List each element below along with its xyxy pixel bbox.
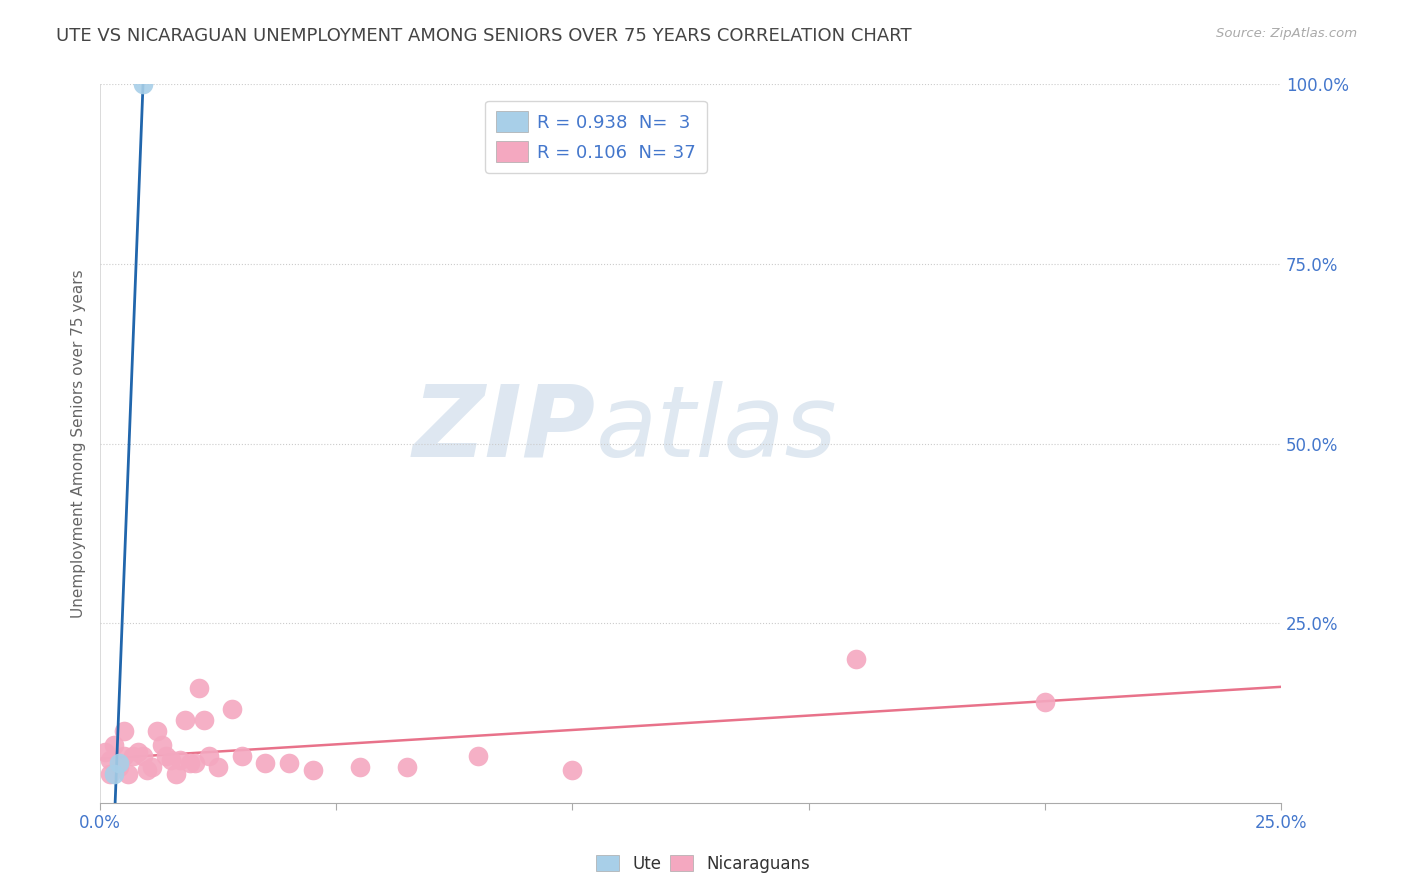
Point: [141, 760, 163, 774]
Point: [165, 767, 187, 781]
Point: [179, 756, 201, 770]
Point: [169, 752, 191, 766]
Point: [94, 745, 117, 759]
Point: [561, 764, 583, 778]
Point: [131, 748, 153, 763]
Point: [136, 764, 159, 778]
Point: [183, 756, 205, 770]
Point: [98, 767, 121, 781]
Point: [103, 738, 125, 752]
Point: [174, 713, 197, 727]
Y-axis label: Unemployment Among Seniors over 75 years: Unemployment Among Seniors over 75 years: [72, 269, 86, 618]
Point: [396, 760, 419, 774]
Point: [207, 760, 229, 774]
Point: [845, 652, 868, 666]
Text: ZIP: ZIP: [413, 381, 596, 477]
Point: [160, 752, 183, 766]
Point: [98, 752, 121, 766]
Point: [188, 681, 211, 695]
Point: [103, 767, 125, 781]
Point: [301, 764, 323, 778]
Point: [193, 713, 215, 727]
Point: [349, 760, 371, 774]
Text: Source: ZipAtlas.com: Source: ZipAtlas.com: [1216, 27, 1357, 40]
Point: [108, 760, 131, 774]
Point: [197, 748, 219, 763]
Point: [278, 756, 301, 770]
Point: [221, 702, 243, 716]
Text: UTE VS NICARAGUAN UNEMPLOYMENT AMONG SENIORS OVER 75 YEARS CORRELATION CHART: UTE VS NICARAGUAN UNEMPLOYMENT AMONG SEN…: [56, 27, 912, 45]
Point: [1033, 695, 1056, 709]
Text: atlas: atlas: [596, 381, 838, 477]
Point: [150, 738, 173, 752]
Point: [155, 748, 177, 763]
Point: [131, 78, 153, 92]
Legend: R = 0.938  N=  3, R = 0.106  N= 37: R = 0.938 N= 3, R = 0.106 N= 37: [485, 101, 707, 173]
Point: [122, 748, 145, 763]
Point: [112, 748, 135, 763]
Point: [127, 745, 149, 759]
Point: [108, 756, 131, 770]
Legend: Ute, Nicaraguans: Ute, Nicaraguans: [589, 848, 817, 880]
Point: [467, 748, 489, 763]
Point: [254, 756, 277, 770]
Point: [117, 767, 139, 781]
Point: [231, 748, 253, 763]
Point: [146, 723, 169, 738]
Point: [112, 723, 135, 738]
